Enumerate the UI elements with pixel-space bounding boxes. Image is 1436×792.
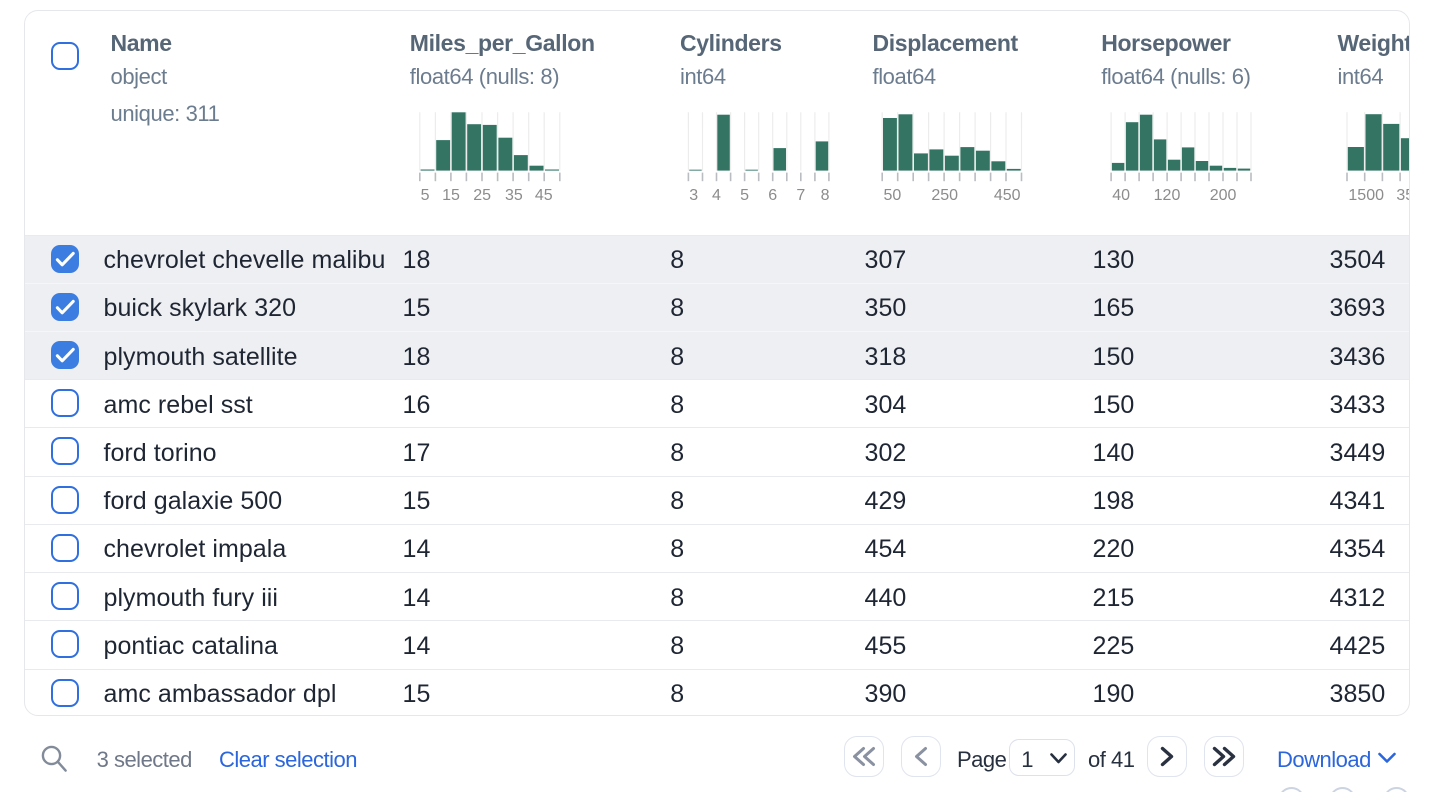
svg-text:250: 250	[931, 187, 958, 204]
svg-text:4: 4	[712, 187, 721, 204]
svg-text:1500: 1500	[1348, 187, 1384, 204]
svg-text:35: 35	[505, 187, 523, 204]
svg-text:5: 5	[420, 187, 429, 204]
svg-text:3: 3	[689, 187, 698, 204]
svg-text:200: 200	[1210, 187, 1237, 204]
svg-text:7: 7	[796, 187, 805, 204]
svg-text:120: 120	[1153, 187, 1180, 204]
svg-text:15: 15	[442, 187, 460, 204]
svg-text:8: 8	[820, 187, 829, 204]
svg-text:50: 50	[883, 187, 901, 204]
svg-text:45: 45	[535, 187, 553, 204]
svg-text:3500: 3500	[1396, 187, 1410, 204]
svg-text:5: 5	[740, 187, 749, 204]
svg-text:450: 450	[994, 187, 1021, 204]
svg-text:6: 6	[768, 187, 777, 204]
svg-text:40: 40	[1112, 187, 1130, 204]
svg-text:25: 25	[473, 187, 491, 204]
